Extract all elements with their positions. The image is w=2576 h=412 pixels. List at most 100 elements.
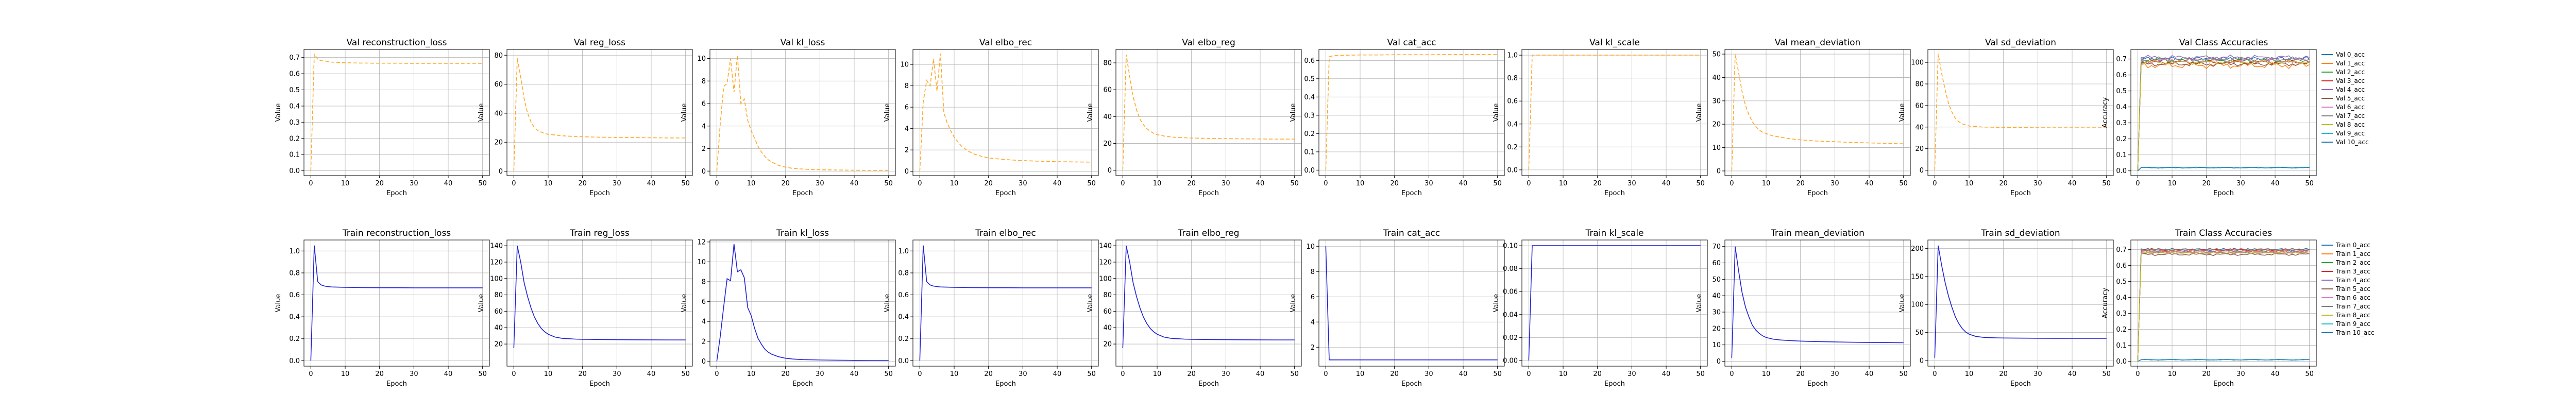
y-tick-label: 8: [1311, 268, 1315, 276]
y-tick-label: 0.8: [289, 269, 300, 277]
y-tick-label: 0.8: [1507, 75, 1518, 82]
y-tick-label: 0.3: [1304, 112, 1315, 119]
y-tick-label: 0.7: [2116, 56, 2127, 63]
subplot-title: Train reg_loss: [569, 228, 630, 238]
subplot-train_reconstruction_loss: 0 10 20 30 40 50 0.0 0.2 0.4 0.6 0.8 1.0 Train recon…: [275, 228, 490, 388]
subplot-val_kl_loss: 0 10 20 30 40 50 0 2 4 6 8 10 Val kl_loss Epoch Value: [681, 38, 896, 197]
subplot-title: Val reg_loss: [574, 38, 625, 48]
x-tick-label: 20: [1187, 370, 1196, 378]
y-tick-label: 100: [1911, 59, 1924, 67]
axes-frame: [303, 239, 490, 367]
legend-label: Train 4_acc: [2335, 277, 2370, 284]
x-tick-label: 40: [1662, 180, 1671, 187]
x-tick-label: 50: [884, 180, 893, 187]
y-tick-label: 0.6: [2116, 262, 2127, 270]
y-tick-label: 0.6: [289, 291, 300, 299]
x-tick-label: 40: [2271, 370, 2280, 378]
y-axis-label: Value: [1493, 104, 1500, 122]
y-tick-label: 0.4: [1507, 121, 1518, 128]
subplot-title: Val Class Accuracies: [2179, 38, 2268, 48]
x-tick-label: 50: [1087, 370, 1096, 378]
x-tick-label: 10: [1153, 370, 1162, 378]
y-tick-label: 6: [702, 100, 706, 108]
x-tick-label: 30: [1019, 370, 1027, 378]
y-tick-label: 10: [1712, 144, 1721, 152]
x-tick-label: 50: [1696, 370, 1705, 378]
y-tick-label: 0.0: [2116, 167, 2127, 175]
y-tick-label: 140: [490, 243, 503, 250]
y-axis-label: Value: [275, 294, 282, 313]
x-axis-label: Epoch: [386, 380, 407, 388]
y-tick-label: 0.1: [289, 151, 300, 159]
subplot-title: Train Class Accuracies: [2175, 228, 2272, 238]
axes-frame: [1115, 239, 1302, 367]
series-line: [1934, 245, 2107, 358]
x-tick-label: 10: [1356, 370, 1365, 378]
x-tick-label: 10: [341, 370, 350, 378]
x-tick-label: 30: [1425, 370, 1433, 378]
x-tick-label: 50: [1493, 370, 1502, 378]
series-line-2: [2137, 251, 2310, 362]
x-tick-label: 30: [2236, 180, 2245, 187]
series-line-3: [2137, 59, 2310, 171]
y-tick-label: 6: [702, 298, 706, 306]
y-tick-label: 0.04: [1503, 311, 1518, 319]
y-tick-label: 40: [1103, 324, 1112, 332]
y-tick-label: 6: [1311, 294, 1315, 301]
y-tick-label: 0.8: [898, 269, 909, 277]
x-tick-label: 50: [884, 370, 893, 378]
y-tick-label: 140: [1099, 243, 1112, 250]
subplot-val_class_accuracies: 0 10 20 30 40 50 0.0 0.1 0.2 0.3 0.4 0.5 0.6 0.7 Val C…: [2102, 38, 2369, 197]
x-tick-label: 20: [984, 180, 993, 187]
series-line: [716, 55, 889, 171]
x-tick-label: 10: [341, 180, 350, 187]
x-tick-label: 20: [375, 370, 384, 378]
y-tick-label: 1.0: [1507, 52, 1518, 60]
x-tick-label: 40: [1053, 370, 1062, 378]
axes-frame: [2130, 49, 2317, 176]
y-tick-label: 20: [1915, 145, 1924, 153]
subplot-title: Train elbo_rec: [975, 228, 1036, 238]
axes-frame: [1724, 239, 1911, 367]
legend-label: Train 5_acc: [2335, 285, 2370, 293]
x-tick-label: 30: [1019, 180, 1027, 187]
y-tick-label: 0.6: [1304, 57, 1315, 65]
x-axis-label: Epoch: [2010, 380, 2031, 388]
legend-label: Val 5_acc: [2336, 95, 2365, 102]
y-tick-label: 80: [494, 52, 503, 60]
x-tick-label: 0: [1324, 370, 1328, 378]
y-tick-label: 0.2: [289, 335, 300, 343]
series-line: [1528, 245, 1701, 360]
subplot-val_cat_acc: 0 10 20 30 40 50 0.0 0.1 0.2 0.3 0.4 0.5 0.6 Val cat_…: [1290, 38, 1505, 197]
series-line: [1934, 54, 2107, 170]
y-tick-label: 1.0: [289, 248, 300, 255]
subplot-title: Val sd_deviation: [1985, 38, 2056, 48]
y-tick-label: 10: [1306, 243, 1315, 251]
x-tick-label: 30: [1222, 370, 1230, 378]
axes-frame: [1318, 49, 1505, 176]
x-axis-label: Epoch: [1198, 190, 1219, 197]
legend-label: Train 6_acc: [2335, 294, 2370, 301]
series-line: [716, 244, 889, 362]
y-tick-label: 0.4: [1304, 94, 1315, 101]
series-line-0: [2137, 248, 2310, 362]
legend-label: Train 3_acc: [2335, 268, 2370, 275]
y-tick-label: 0.0: [289, 167, 300, 175]
x-tick-label: 30: [613, 370, 621, 378]
y-tick-label: 0.5: [289, 87, 300, 94]
axes-frame: [506, 239, 693, 367]
x-tick-label: 20: [1390, 370, 1399, 378]
y-tick-label: 0.6: [2116, 72, 2127, 79]
y-tick-label: 0.4: [898, 314, 909, 321]
x-tick-label: 40: [444, 370, 453, 378]
y-tick-label: 2: [1311, 344, 1315, 352]
y-axis-label: Value: [1087, 294, 1094, 313]
axes-frame: [1521, 49, 1708, 176]
subplot-title: Train kl_scale: [1585, 228, 1643, 238]
y-tick-label: 0: [1717, 167, 1721, 175]
y-tick-label: 2: [702, 338, 706, 346]
x-tick-label: 0: [2136, 370, 2140, 378]
series-line-3: [2137, 248, 2310, 362]
x-tick-label: 50: [681, 180, 690, 187]
y-tick-label: 10: [900, 61, 909, 69]
